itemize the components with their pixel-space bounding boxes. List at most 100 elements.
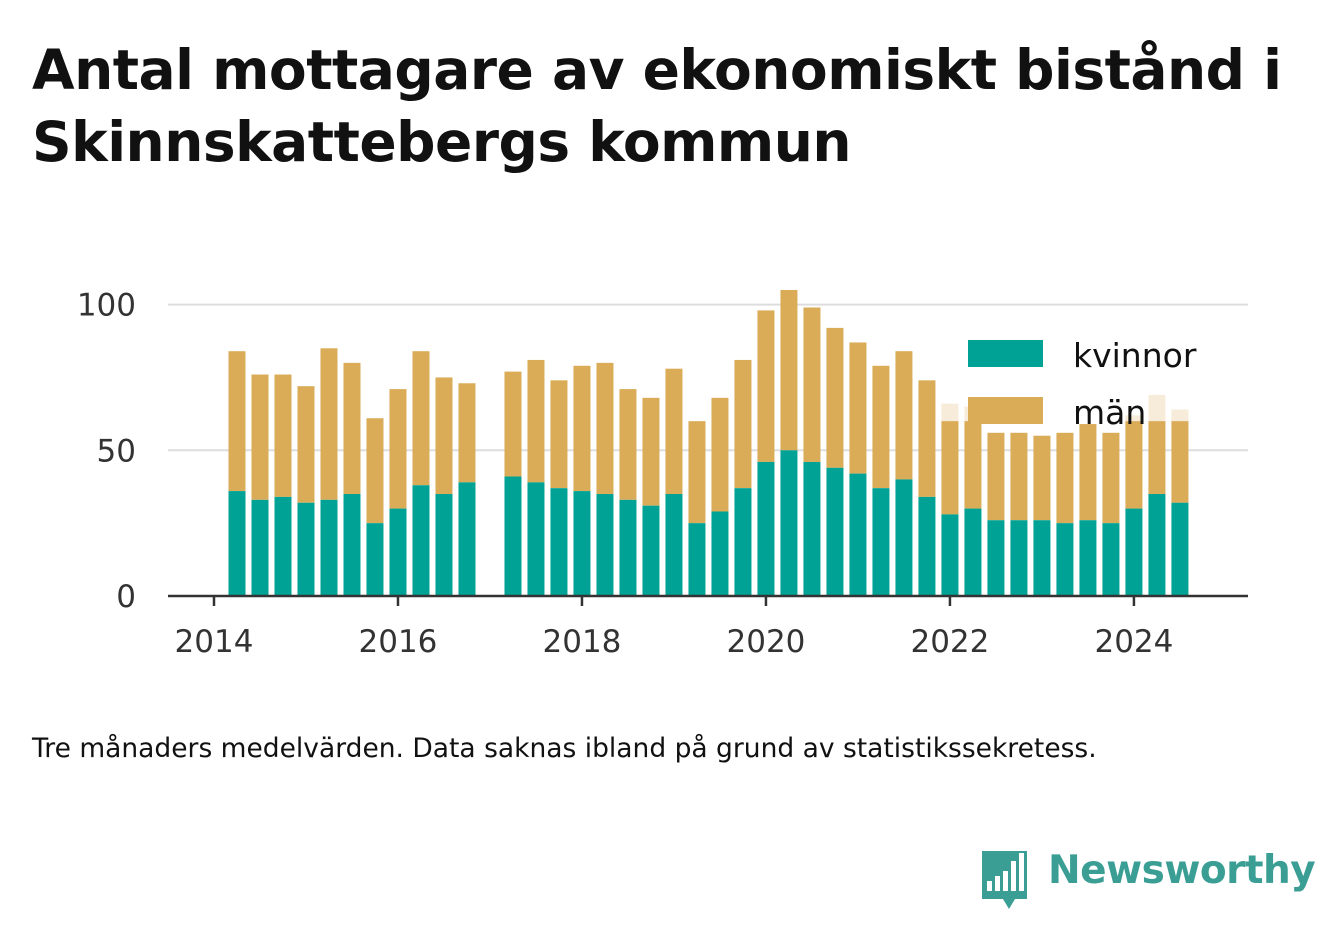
- bar-kvinnor: [1171, 502, 1189, 596]
- x-tick-label: 2014: [175, 624, 254, 660]
- bar-kvinnor: [1125, 508, 1143, 596]
- bar-man: [274, 374, 292, 497]
- y-tick-label: 100: [77, 288, 136, 324]
- bar-kvinnor: [274, 496, 292, 596]
- bar-kvinnor: [1056, 523, 1074, 596]
- footnote: Tre månaders medelvärden. Data saknas ib…: [32, 733, 1097, 764]
- bar-kvinnor: [711, 511, 729, 596]
- bar-man: [826, 327, 844, 468]
- bar-man: [711, 397, 729, 512]
- bar-kvinnor: [642, 505, 660, 596]
- bar-man: [1079, 424, 1097, 521]
- bar-kvinnor: [1079, 520, 1097, 596]
- bar-kvinnor: [803, 461, 821, 596]
- bar-man: [688, 421, 706, 524]
- bar-kvinnor: [964, 508, 982, 596]
- bar-man: [504, 371, 522, 477]
- x-tick-label: 2018: [543, 624, 622, 660]
- bar-man: [527, 359, 545, 483]
- y-tick-label: 0: [116, 579, 136, 615]
- bar-kvinnor: [389, 508, 407, 596]
- legend-swatch: [968, 397, 1043, 424]
- bar-man: [366, 418, 384, 524]
- bar-man: [251, 374, 269, 500]
- bar-man: [389, 389, 407, 509]
- bar-man: [780, 290, 798, 451]
- y-tick-label: 50: [97, 433, 136, 469]
- bar-man: [596, 362, 614, 494]
- bar-man: [1033, 435, 1051, 521]
- bar-kvinnor: [504, 476, 522, 596]
- bar-man: [849, 342, 867, 474]
- bar-kvinnor: [895, 479, 913, 596]
- bar-kvinnor: [435, 494, 453, 596]
- bar-kvinnor: [1148, 494, 1166, 596]
- bar-kvinnor: [550, 488, 568, 596]
- bar-kvinnor: [1033, 520, 1051, 596]
- axes: 0 50 100 2014 2016 2018 2020 2022 2024: [77, 288, 1248, 660]
- chart-title: Antal mottagare av ekonomiskt bistånd i …: [32, 38, 1282, 174]
- bar-kvinnor: [826, 467, 844, 596]
- bar-kvinnor: [251, 499, 269, 596]
- bar-man: [1148, 421, 1166, 494]
- bar-kvinnor: [941, 514, 959, 596]
- bar-man: [458, 383, 476, 483]
- bar-man: [1171, 421, 1189, 503]
- bar-kvinnor: [1102, 523, 1120, 596]
- bar-kvinnor: [343, 494, 361, 596]
- bar-kvinnor: [780, 450, 798, 596]
- bar-kvinnor: [320, 499, 338, 596]
- bar-kvinnor: [228, 491, 246, 596]
- bar-man: [665, 368, 683, 494]
- bar-kvinnor: [734, 488, 752, 596]
- bar-man: [918, 380, 936, 497]
- bar-man: [573, 365, 591, 492]
- bar-man: [435, 377, 453, 494]
- bar-kvinnor: [619, 499, 637, 596]
- bar-kvinnor: [366, 523, 384, 596]
- bar-kvinnor: [527, 482, 545, 596]
- bar-kvinnor: [665, 494, 683, 596]
- bar-man: [872, 365, 890, 489]
- bar-man: [987, 432, 1005, 521]
- bar-man: [1056, 432, 1074, 524]
- bar-man: [757, 310, 775, 462]
- bar-man: [642, 397, 660, 506]
- bar-man: [941, 421, 959, 515]
- x-tick-label: 2022: [910, 624, 989, 660]
- bar-man: [734, 359, 752, 489]
- bar-kvinnor: [918, 496, 936, 596]
- x-tick-label: 2024: [1094, 624, 1173, 660]
- bar-kvinnor: [573, 491, 591, 596]
- bar-man: [619, 389, 637, 500]
- bar-kvinnor: [458, 482, 476, 596]
- legend: kvinnor män: [968, 336, 1197, 432]
- bar-man: [320, 348, 338, 500]
- bar-kvinnor: [987, 520, 1005, 596]
- brand-name: Newsworthy: [1048, 848, 1316, 893]
- bar-man: [964, 421, 982, 509]
- bar-man: [412, 351, 430, 486]
- bar-man: [1125, 421, 1143, 509]
- bar-chart-speech-bubble-icon: [982, 851, 1027, 909]
- bar-kvinnor: [757, 461, 775, 596]
- bar-man: [895, 351, 913, 480]
- bars: [228, 290, 1189, 596]
- bar-man: [550, 380, 568, 489]
- x-tick-label: 2020: [727, 624, 806, 660]
- bar-man: [803, 307, 821, 462]
- bar-man: [1010, 432, 1028, 521]
- bar-man: [297, 386, 315, 503]
- bar-kvinnor: [688, 523, 706, 596]
- bar-kvinnor: [297, 502, 315, 596]
- x-tick-label: 2016: [359, 624, 438, 660]
- bar-kvinnor: [596, 494, 614, 596]
- legend-label: kvinnor: [1073, 336, 1197, 375]
- bar-kvinnor: [1010, 520, 1028, 596]
- bar-kvinnor: [849, 473, 867, 596]
- bar-man: [228, 351, 246, 492]
- bar-kvinnor: [872, 488, 890, 596]
- bar-kvinnor: [412, 485, 430, 596]
- legend-swatch: [968, 340, 1043, 367]
